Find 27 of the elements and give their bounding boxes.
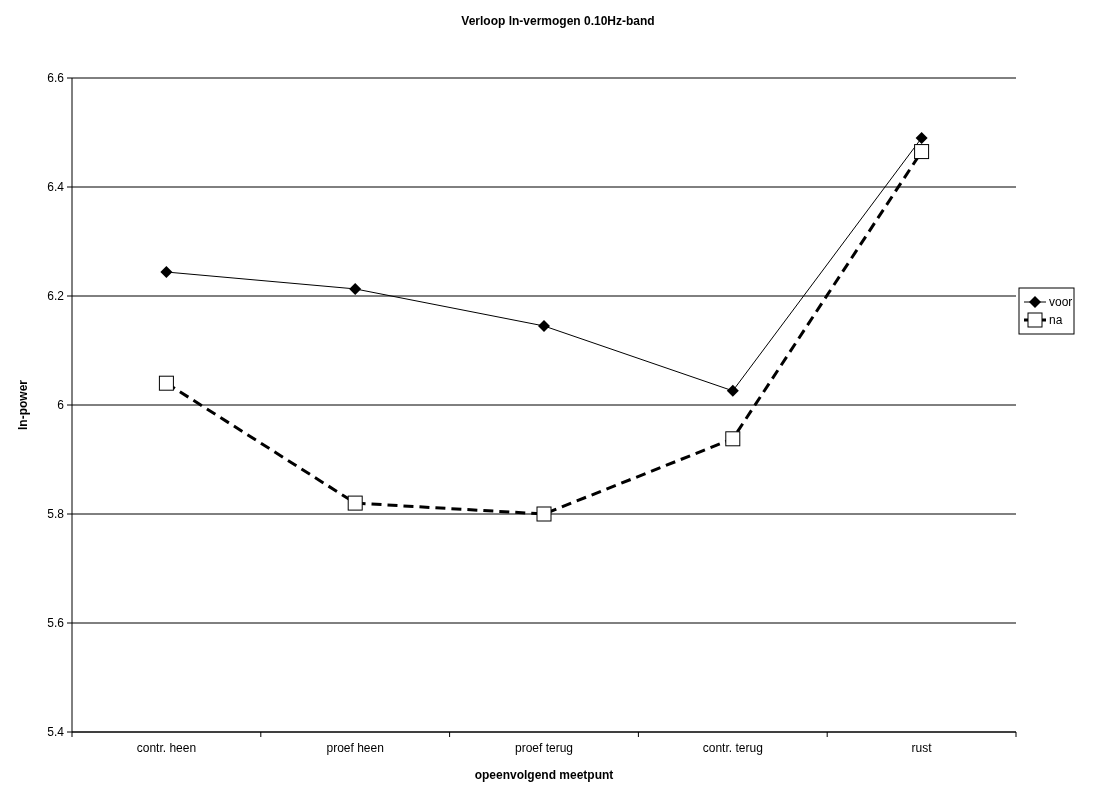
point (160, 266, 173, 279)
y-tick-label: 6.2 (47, 289, 65, 303)
y-tick-label: 5.4 (47, 725, 65, 739)
point (349, 282, 362, 295)
point (726, 384, 739, 397)
x-axis-title: opeenvolgend meetpunt (474, 768, 614, 782)
point (538, 319, 550, 332)
point (158, 375, 174, 391)
x-tick-label: contr. heen (136, 741, 197, 755)
y-tick-label: 6 (57, 398, 65, 412)
y-tick-label: 6.6 (47, 71, 65, 85)
point (347, 495, 363, 511)
point (725, 431, 741, 447)
x-tick-label: proef heen (326, 741, 384, 755)
y-tick-label: 6.4 (47, 180, 65, 194)
legend-label: na (1049, 313, 1063, 327)
x-tick-label: proef terug (514, 741, 574, 755)
y-tick-label: 5.8 (47, 507, 65, 521)
point (914, 144, 930, 160)
y-tick-label: 5.6 (47, 616, 65, 630)
legend-label: voor (1049, 295, 1073, 309)
y-axis-title: ln-power (16, 379, 30, 430)
chart-title: Verloop ln-vermogen 0.10Hz-band (461, 14, 655, 28)
point (536, 506, 552, 522)
point (915, 131, 928, 144)
x-tick-label: rust (911, 741, 933, 755)
x-tick-label: contr. terug (702, 741, 763, 755)
